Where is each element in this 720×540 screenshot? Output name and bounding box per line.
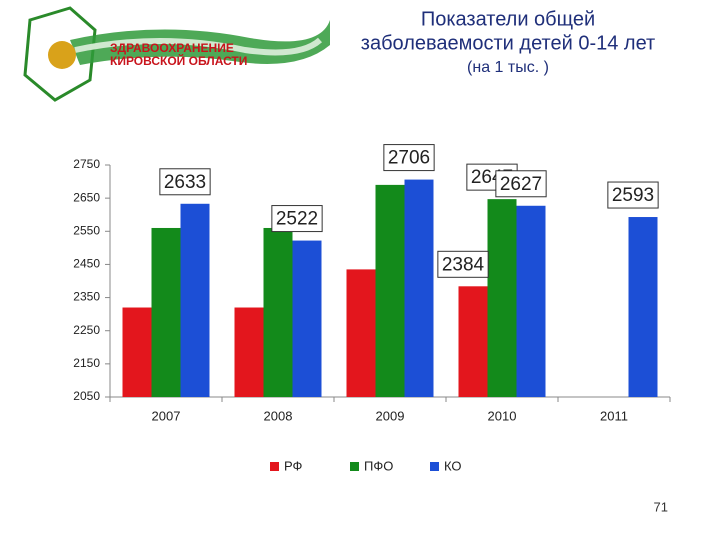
y-tick-label: 2050 [73, 389, 100, 403]
chart-title: заболеваемости детей 0-14 лет [361, 32, 655, 54]
logo-line: ЗДРАВООХРАНЕНИЕ [110, 41, 234, 55]
data-label-box [159, 168, 211, 196]
bar [234, 307, 264, 397]
bar [404, 179, 434, 397]
y-tick-label: 2150 [73, 356, 100, 370]
x-tick-label: 2011 [600, 408, 628, 423]
x-tick-label: 2010 [488, 408, 517, 423]
y-tick-label: 2650 [73, 190, 100, 204]
data-label: 2627 [500, 174, 542, 195]
emblem [48, 41, 76, 69]
y-tick-label: 2550 [73, 223, 100, 237]
chart-title: Показатели общей [421, 8, 595, 30]
data-label: 2633 [164, 172, 206, 193]
data-label: 2706 [388, 148, 430, 169]
bar [151, 227, 181, 397]
data-label-box [383, 144, 435, 172]
bar [346, 269, 376, 397]
legend-swatch [430, 462, 439, 471]
bar [263, 227, 293, 397]
bar [487, 199, 517, 397]
data-label-box [271, 205, 323, 233]
legend-swatch [270, 462, 279, 471]
bar [122, 307, 152, 397]
x-tick-label: 2008 [264, 408, 293, 423]
chart-subtitle: (на 1 тыс. ) [467, 59, 549, 76]
y-tick-label: 2250 [73, 323, 100, 337]
logo-line: КИРОВСКОЙ ОБЛАСТИ [110, 53, 247, 68]
bar [458, 286, 488, 397]
legend-label: КО [444, 458, 462, 473]
x-tick-label: 2009 [376, 408, 405, 423]
ribbon-stripe [74, 37, 323, 56]
bar [375, 184, 405, 397]
bar [628, 217, 658, 397]
data-label: 2593 [612, 185, 654, 206]
bar [516, 205, 546, 397]
legend-label: РФ [284, 458, 303, 473]
bar [292, 240, 322, 397]
data-label: 2522 [276, 209, 318, 230]
legend-label: ПФО [364, 458, 393, 473]
logo: ЗДРАВООХРАНЕНИЕ КИРОВСКОЙ ОБЛАСТИ [23, 6, 330, 102]
legend-swatch [350, 462, 359, 471]
data-label: 2384 [442, 254, 485, 275]
x-tick-label: 2007 [152, 408, 181, 423]
data-label-box [495, 170, 547, 198]
bar [180, 203, 210, 397]
data-label-box [437, 250, 489, 278]
y-tick-label: 2350 [73, 290, 100, 304]
y-tick-label: 2450 [73, 257, 100, 271]
y-tick-label: 2750 [73, 157, 100, 171]
page-number: 71 [654, 499, 668, 514]
data-label-box [607, 181, 659, 209]
